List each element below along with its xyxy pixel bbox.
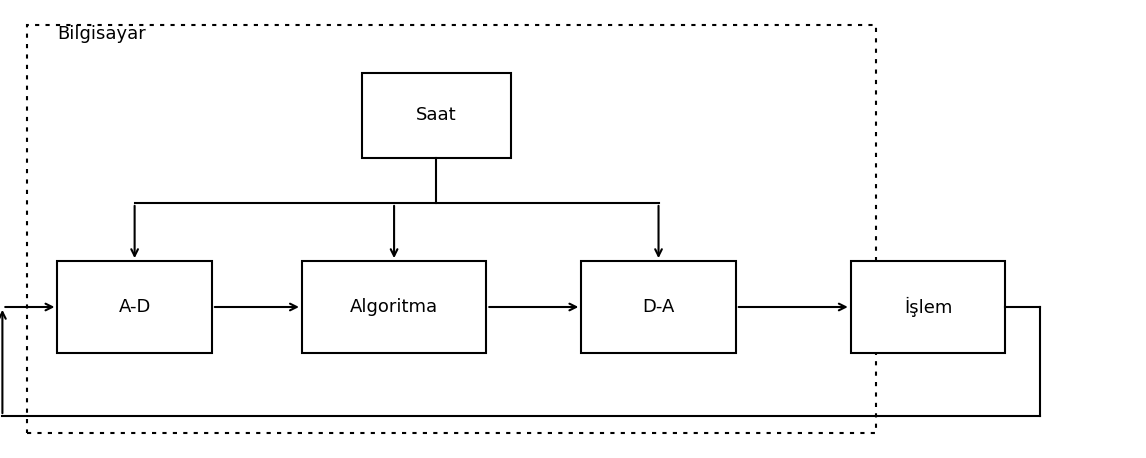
Text: Saat: Saat — [416, 107, 457, 125]
Text: Bilgisayar: Bilgisayar — [57, 25, 146, 43]
Bar — [850, 261, 1005, 353]
Bar — [57, 261, 212, 353]
Bar — [301, 261, 486, 353]
Bar — [362, 73, 511, 158]
Text: D-A: D-A — [643, 298, 675, 316]
Text: A-D: A-D — [118, 298, 151, 316]
Text: Algoritma: Algoritma — [350, 298, 438, 316]
Bar — [28, 25, 876, 433]
Bar — [581, 261, 736, 353]
Text: İşlem: İşlem — [904, 297, 952, 317]
